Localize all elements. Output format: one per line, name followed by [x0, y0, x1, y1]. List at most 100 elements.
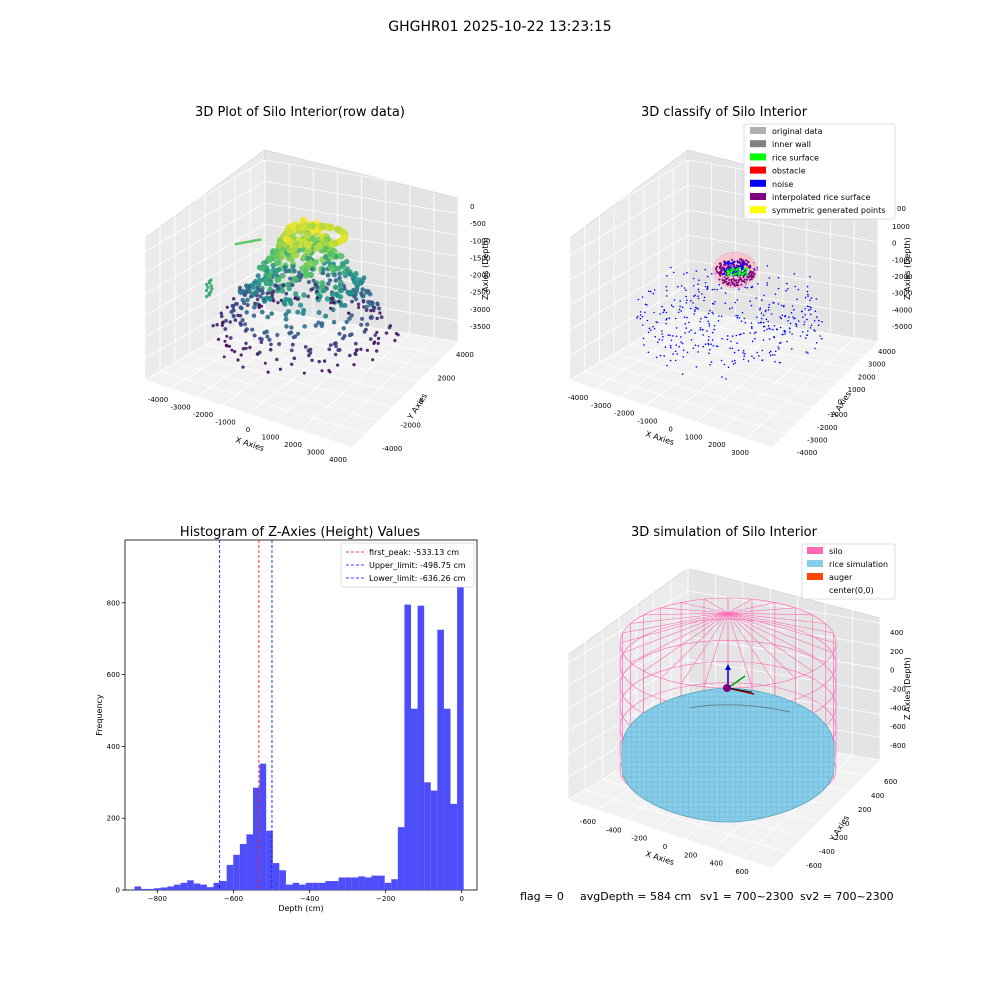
gridline — [144, 202, 266, 274]
gridline — [569, 234, 689, 306]
data-point — [241, 347, 246, 351]
data-point — [719, 265, 722, 268]
data-point — [341, 326, 346, 331]
data-point — [707, 343, 710, 346]
data-point — [250, 285, 256, 290]
data-point — [263, 276, 270, 283]
data-point — [779, 326, 782, 329]
data-point — [233, 350, 237, 354]
histogram-vlines — [219, 540, 273, 890]
data-point — [653, 328, 656, 330]
figure-title: GHGHR01 2025-10-22 13:23:15 — [388, 19, 611, 35]
histogram-bar — [457, 556, 464, 890]
data-point — [353, 280, 359, 287]
data-point — [780, 304, 783, 307]
data-point — [738, 271, 741, 274]
data-point — [244, 341, 248, 345]
data-point — [728, 279, 731, 281]
data-point — [649, 290, 652, 293]
data-point — [784, 314, 787, 317]
tick-label: -400 — [890, 704, 906, 712]
data-point — [727, 274, 730, 277]
data-point — [639, 314, 642, 316]
data-point — [771, 354, 774, 356]
data-point — [336, 348, 341, 352]
data-point — [377, 306, 382, 311]
silo-roof-rib — [703, 598, 729, 614]
silo-roof-rib — [680, 612, 729, 684]
histogram-bar — [154, 888, 161, 890]
data-point — [765, 318, 768, 321]
data-point — [704, 285, 707, 288]
data-point — [340, 260, 346, 267]
data-point — [393, 338, 397, 343]
histogram-bar — [345, 877, 352, 890]
legend-label: center(0,0) — [829, 586, 874, 595]
data-point — [308, 347, 313, 352]
data-point — [803, 321, 806, 323]
data-point — [751, 355, 753, 358]
data-point — [730, 258, 733, 261]
silo-roof-rib — [727, 612, 813, 616]
data-point — [298, 275, 303, 280]
gridline — [687, 636, 881, 669]
data-point — [710, 343, 712, 346]
gridline — [219, 335, 419, 382]
histogram-bar — [147, 888, 155, 890]
gridline — [643, 335, 839, 382]
data-point — [647, 351, 650, 354]
data-point — [733, 282, 736, 285]
data-point — [730, 340, 732, 343]
data-point — [352, 294, 357, 299]
data-point — [337, 294, 344, 300]
histogram-bar — [332, 881, 339, 890]
data-point — [794, 317, 796, 320]
data-point — [745, 270, 748, 274]
data-point — [814, 347, 816, 350]
data-point — [697, 295, 699, 298]
data-point — [724, 302, 727, 305]
data-point — [730, 264, 732, 267]
histogram-bar — [351, 877, 359, 890]
tick-label: -1000 — [637, 418, 657, 426]
raw-3d-box — [144, 149, 459, 448]
data-point — [644, 303, 647, 306]
data-point — [347, 311, 351, 315]
tick-label: 0 — [890, 667, 894, 675]
data-point — [305, 255, 311, 262]
data-point — [744, 321, 747, 324]
data-point — [695, 270, 698, 272]
data-point — [271, 299, 276, 303]
data-point — [692, 347, 695, 349]
data-point — [290, 283, 295, 287]
simulation-title: 3D simulation of Silo Interior — [631, 525, 818, 540]
data-point — [654, 335, 657, 338]
histogram-bar — [220, 881, 227, 890]
data-point — [786, 282, 788, 285]
tick-label: -600 — [806, 862, 822, 870]
gridline — [687, 284, 879, 318]
data-point — [333, 352, 338, 357]
data-point — [802, 331, 804, 333]
data-point — [791, 348, 793, 350]
tick-label: −400 — [300, 895, 319, 903]
data-point — [667, 334, 670, 336]
data-point — [758, 355, 760, 357]
data-point — [672, 335, 674, 337]
data-point — [230, 303, 235, 308]
data-point — [342, 334, 347, 338]
data-point — [357, 306, 361, 309]
data-point — [709, 348, 711, 351]
tick-label: -3000 — [892, 290, 912, 298]
data-point — [666, 364, 668, 367]
data-point — [821, 337, 823, 340]
raw-z-axis-label: Z Axies (Depth) — [481, 237, 490, 300]
data-point — [712, 302, 714, 305]
data-point — [693, 295, 695, 298]
data-point — [328, 278, 333, 283]
data-point — [659, 313, 661, 315]
data-point — [708, 336, 710, 338]
data-point — [717, 320, 720, 322]
data-point — [683, 316, 686, 318]
data-point — [685, 289, 687, 292]
